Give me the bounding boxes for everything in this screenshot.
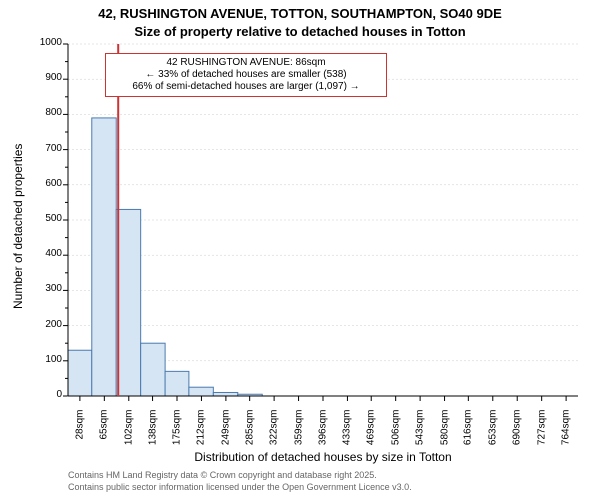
x-tick-label: 138sqm	[147, 410, 158, 458]
x-tick-label: 543sqm	[415, 410, 426, 458]
x-tick-label: 285sqm	[244, 410, 255, 458]
x-tick-label: 65sqm	[99, 410, 110, 458]
x-tick-label: 396sqm	[318, 410, 329, 458]
x-tick-label: 764sqm	[561, 410, 572, 458]
footer-line2: Contains public sector information licen…	[68, 482, 412, 492]
annotation-box: 42 RUSHINGTON AVENUE: 86sqm ← 33% of det…	[105, 53, 387, 97]
x-tick-label: 249sqm	[220, 410, 231, 458]
x-tick-label: 212sqm	[196, 410, 207, 458]
y-tick-label: 800	[32, 107, 62, 118]
x-tick-label: 580sqm	[439, 410, 450, 458]
x-tick-label: 727sqm	[536, 410, 547, 458]
y-tick-label: 100	[32, 354, 62, 365]
y-tick-label: 1000	[32, 37, 62, 48]
x-tick-label: 175sqm	[172, 410, 183, 458]
footer-line1: Contains HM Land Registry data © Crown c…	[68, 470, 377, 480]
x-tick-label: 506sqm	[390, 410, 401, 458]
x-tick-label: 359sqm	[293, 410, 304, 458]
x-tick-label: 616sqm	[463, 410, 474, 458]
y-tick-label: 0	[32, 389, 62, 400]
annotation-line3: 66% of semi-detached houses are larger (…	[114, 81, 378, 93]
x-tick-label: 322sqm	[269, 410, 280, 458]
x-tick-label: 433sqm	[342, 410, 353, 458]
y-tick-label: 300	[32, 283, 62, 294]
y-tick-label: 900	[32, 72, 62, 83]
annotation-line2: ← 33% of detached houses are smaller (53…	[114, 69, 378, 81]
x-tick-label: 28sqm	[74, 410, 85, 458]
y-tick-label: 200	[32, 319, 62, 330]
y-tick-label: 700	[32, 143, 62, 154]
y-tick-label: 400	[32, 248, 62, 259]
y-axis-label: Number of detached properties	[11, 129, 25, 309]
x-tick-label: 469sqm	[366, 410, 377, 458]
annotation-line1: 42 RUSHINGTON AVENUE: 86sqm	[114, 57, 378, 69]
y-tick-label: 500	[32, 213, 62, 224]
y-tick-label: 600	[32, 178, 62, 189]
x-tick-label: 690sqm	[512, 410, 523, 458]
x-tick-label: 102sqm	[123, 410, 134, 458]
x-tick-label: 653sqm	[487, 410, 498, 458]
histogram-chart: 42, RUSHINGTON AVENUE, TOTTON, SOUTHAMPT…	[0, 0, 600, 500]
